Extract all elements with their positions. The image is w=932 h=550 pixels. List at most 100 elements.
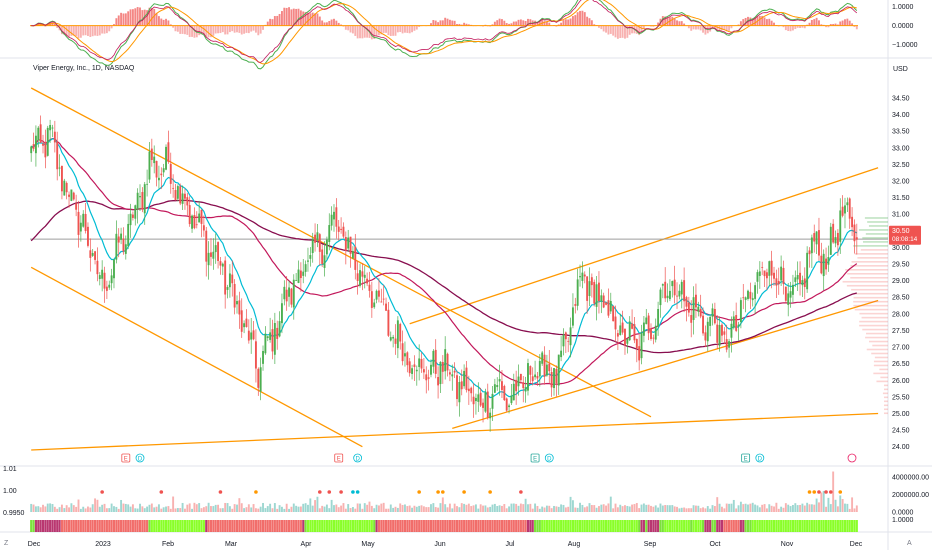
oscillator-cell xyxy=(328,520,331,532)
oscillator-cell xyxy=(51,520,54,532)
oscillator-cell xyxy=(399,520,402,532)
candle-body xyxy=(515,379,518,392)
candle-body xyxy=(316,232,319,241)
oscillator-cell xyxy=(446,520,449,532)
volume-bar xyxy=(399,503,402,512)
oscillator-cell xyxy=(79,520,82,532)
oscillator-cell xyxy=(247,520,250,532)
oscillator-cell xyxy=(278,520,281,532)
volume-bar xyxy=(444,504,447,512)
volume-bar xyxy=(616,507,619,512)
candle-body xyxy=(638,346,641,361)
macd-histogram-bar xyxy=(226,25,229,35)
oscillator-cell xyxy=(105,520,108,532)
oscillator-cell xyxy=(853,520,856,532)
candle-body xyxy=(411,368,414,374)
oscillator-cell xyxy=(784,520,787,532)
volume-bar xyxy=(349,508,352,512)
oscillator-cell xyxy=(711,520,714,532)
candle-body xyxy=(413,364,416,367)
candle-body xyxy=(58,167,61,169)
volume-bar xyxy=(51,504,54,512)
candle-body xyxy=(543,354,546,377)
volume-profile-bar xyxy=(882,392,888,395)
candle-body xyxy=(839,210,842,242)
candle-body xyxy=(328,225,331,243)
candle-body xyxy=(645,317,648,325)
oscillator-cell xyxy=(588,520,591,532)
candle-body xyxy=(586,276,589,301)
oscillator-cell xyxy=(167,520,170,532)
macd-histogram-bar xyxy=(621,25,624,38)
candle-body xyxy=(763,270,766,277)
volume-bar xyxy=(723,508,726,512)
oscillator-cell xyxy=(420,520,423,532)
oscillator-cell xyxy=(354,520,357,532)
volume-bar xyxy=(654,505,657,512)
macd-histogram-bar xyxy=(117,15,120,26)
oscillator-cell xyxy=(713,520,716,532)
corner-left-label[interactable]: Z xyxy=(4,540,9,547)
candles xyxy=(30,115,858,432)
candle-body xyxy=(829,226,832,255)
oscillator-cell xyxy=(633,520,636,532)
volume-bar xyxy=(605,505,607,512)
macd-histogram-bar xyxy=(456,24,458,26)
oscillator-cell xyxy=(186,520,189,532)
candle-body xyxy=(396,320,399,349)
macd-histogram-bar xyxy=(120,12,123,26)
candle-body xyxy=(508,405,511,408)
candle-body xyxy=(243,323,246,328)
oscillator-cell xyxy=(221,520,224,532)
candle-body xyxy=(264,333,267,354)
candle-body xyxy=(458,382,461,403)
candle-body xyxy=(30,146,33,154)
candle-body xyxy=(463,370,466,387)
oscillator-cell xyxy=(174,520,177,532)
volume-bar xyxy=(37,506,40,512)
candle-body xyxy=(569,327,572,346)
volume-bar xyxy=(207,502,210,512)
volume-bar xyxy=(829,504,832,512)
volume-bar xyxy=(221,508,224,512)
candle-body xyxy=(124,244,127,254)
candle-body xyxy=(226,287,229,290)
earnings-marker xyxy=(741,453,751,463)
macd-histogram-bar xyxy=(616,25,619,39)
corner-right-label[interactable]: A xyxy=(907,540,912,547)
macd-histogram-bar xyxy=(245,25,248,33)
oscillator-cell xyxy=(645,520,648,532)
volume-bar xyxy=(245,507,248,512)
candle-body xyxy=(536,375,539,379)
macd-histogram-bar xyxy=(361,25,364,39)
candle-body xyxy=(777,280,780,285)
trendline-4 xyxy=(452,299,879,430)
macd-histogram-bar xyxy=(401,25,404,34)
candle-body xyxy=(846,202,849,206)
candle-body xyxy=(576,279,579,306)
candle-body xyxy=(723,331,726,335)
volume-bar xyxy=(557,506,560,512)
oscillator-cell xyxy=(768,520,771,532)
macd-histogram-bar xyxy=(432,20,435,26)
macd-histogram-bar xyxy=(273,16,276,26)
volume-bar xyxy=(91,504,94,512)
candle-body xyxy=(482,402,484,408)
volume-signal-dot xyxy=(488,490,492,494)
oscillator-cell xyxy=(465,520,468,532)
volume-bar xyxy=(193,502,196,512)
oscillator-cell xyxy=(382,520,385,532)
volume-bar xyxy=(777,508,780,512)
volume-bar xyxy=(642,503,645,512)
volume-bar xyxy=(799,504,801,512)
volume-bar xyxy=(593,505,596,512)
macd-histogram-bar xyxy=(370,25,373,40)
candle-body xyxy=(602,295,605,308)
macd-histogram-bar xyxy=(818,20,820,26)
volume-profile-bar xyxy=(862,328,888,331)
macd-histogram-bar xyxy=(673,18,676,26)
macd-histogram-bar xyxy=(545,21,548,26)
oscillator-cell xyxy=(557,520,560,532)
candle-body xyxy=(150,148,153,160)
